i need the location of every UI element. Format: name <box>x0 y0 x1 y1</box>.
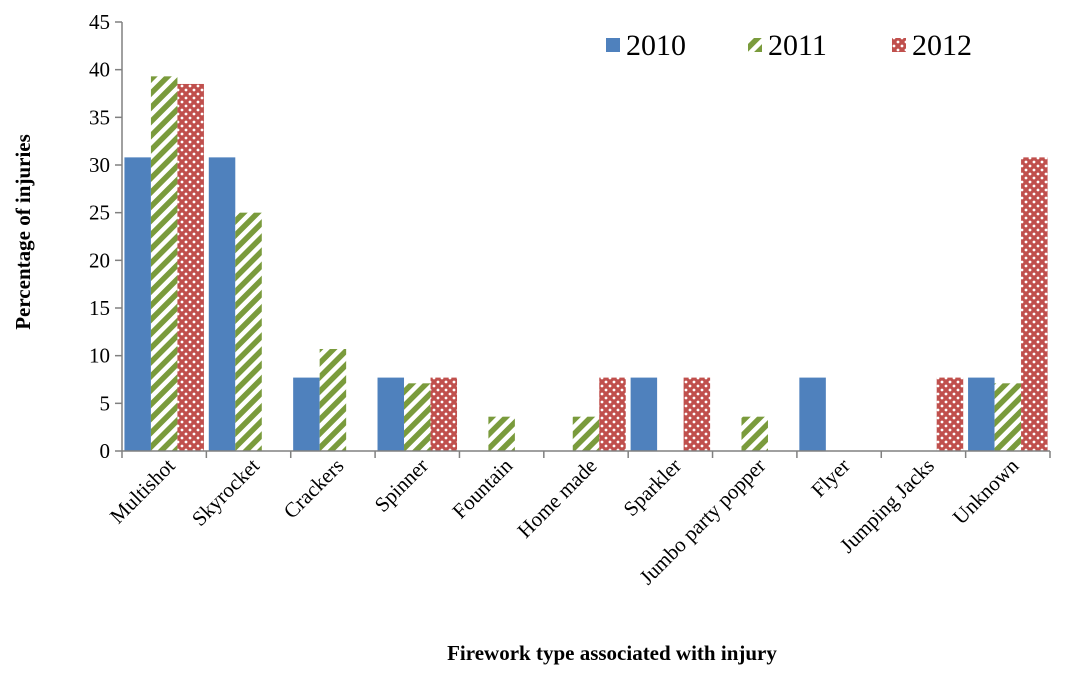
bars-group <box>124 76 1048 451</box>
x-category-label: Home made <box>512 454 601 543</box>
legend-label-2010: 2010 <box>626 29 686 62</box>
legend: 2010 2011 2012 <box>606 29 972 62</box>
x-axis-title: Firework type associated with injury <box>447 641 777 665</box>
bar-2011-7 <box>741 416 768 451</box>
bar-2011-0 <box>150 76 178 451</box>
y-axis: 0 5 10 15 20 25 30 35 40 45 <box>89 10 123 463</box>
legend-swatch-2010 <box>606 38 620 52</box>
bar-2011-3 <box>404 383 431 451</box>
bar-2010-3 <box>377 377 405 451</box>
bar-2011-1 <box>235 212 262 451</box>
bar-2012-6 <box>683 377 711 451</box>
x-category-label: Skyrocket <box>187 453 264 530</box>
x-category-label: Spinner <box>370 454 433 517</box>
x-category-label: Unknown <box>948 453 1024 529</box>
legend-label-2012: 2012 <box>912 29 972 62</box>
bar-2010-8 <box>799 377 826 451</box>
bar-2012-3 <box>430 377 458 451</box>
x-axis: Multishot Skyrocket Crackers Spinner Fountai… <box>105 450 1051 589</box>
y-axis-title: Percentage of injuries <box>11 134 35 330</box>
bar-2010-2 <box>293 377 320 451</box>
y-tick-label: 40 <box>89 58 110 82</box>
bar-2011-2 <box>319 348 347 451</box>
bar-2012-9 <box>936 377 964 451</box>
bar-2011-10 <box>994 383 1022 451</box>
y-tick-label: 25 <box>89 201 110 225</box>
y-tick-label: 10 <box>89 344 110 368</box>
bar-2011-4 <box>488 416 515 451</box>
bar-2010-10 <box>968 377 995 451</box>
bar-2010-6 <box>630 377 658 451</box>
x-category-label: Multishot <box>105 453 180 528</box>
y-tick-label: 0 <box>100 439 111 463</box>
y-tick-label: 20 <box>89 248 110 272</box>
x-category-label: Crackers <box>279 454 349 524</box>
bar-2011-5 <box>572 416 600 451</box>
y-tick-label: 35 <box>89 105 110 129</box>
legend-label-2011: 2011 <box>768 29 827 62</box>
legend-swatch-2012 <box>892 38 906 52</box>
x-category-label: Flyer <box>806 454 854 502</box>
y-tick-label: 30 <box>89 153 110 177</box>
legend-swatch-2011 <box>748 38 762 52</box>
y-tick-label: 15 <box>89 296 110 320</box>
bar-2012-10 <box>1021 157 1048 451</box>
bar-2010-0 <box>124 157 151 451</box>
bar-2012-0 <box>177 83 204 451</box>
x-category-label: Fountain <box>447 453 517 523</box>
y-tick-label: 5 <box>100 391 111 415</box>
bar-2010-1 <box>208 157 236 451</box>
bar-2012-5 <box>599 377 626 451</box>
x-category-label: Sparkler <box>619 454 686 521</box>
y-tick-label: 45 <box>89 10 110 34</box>
